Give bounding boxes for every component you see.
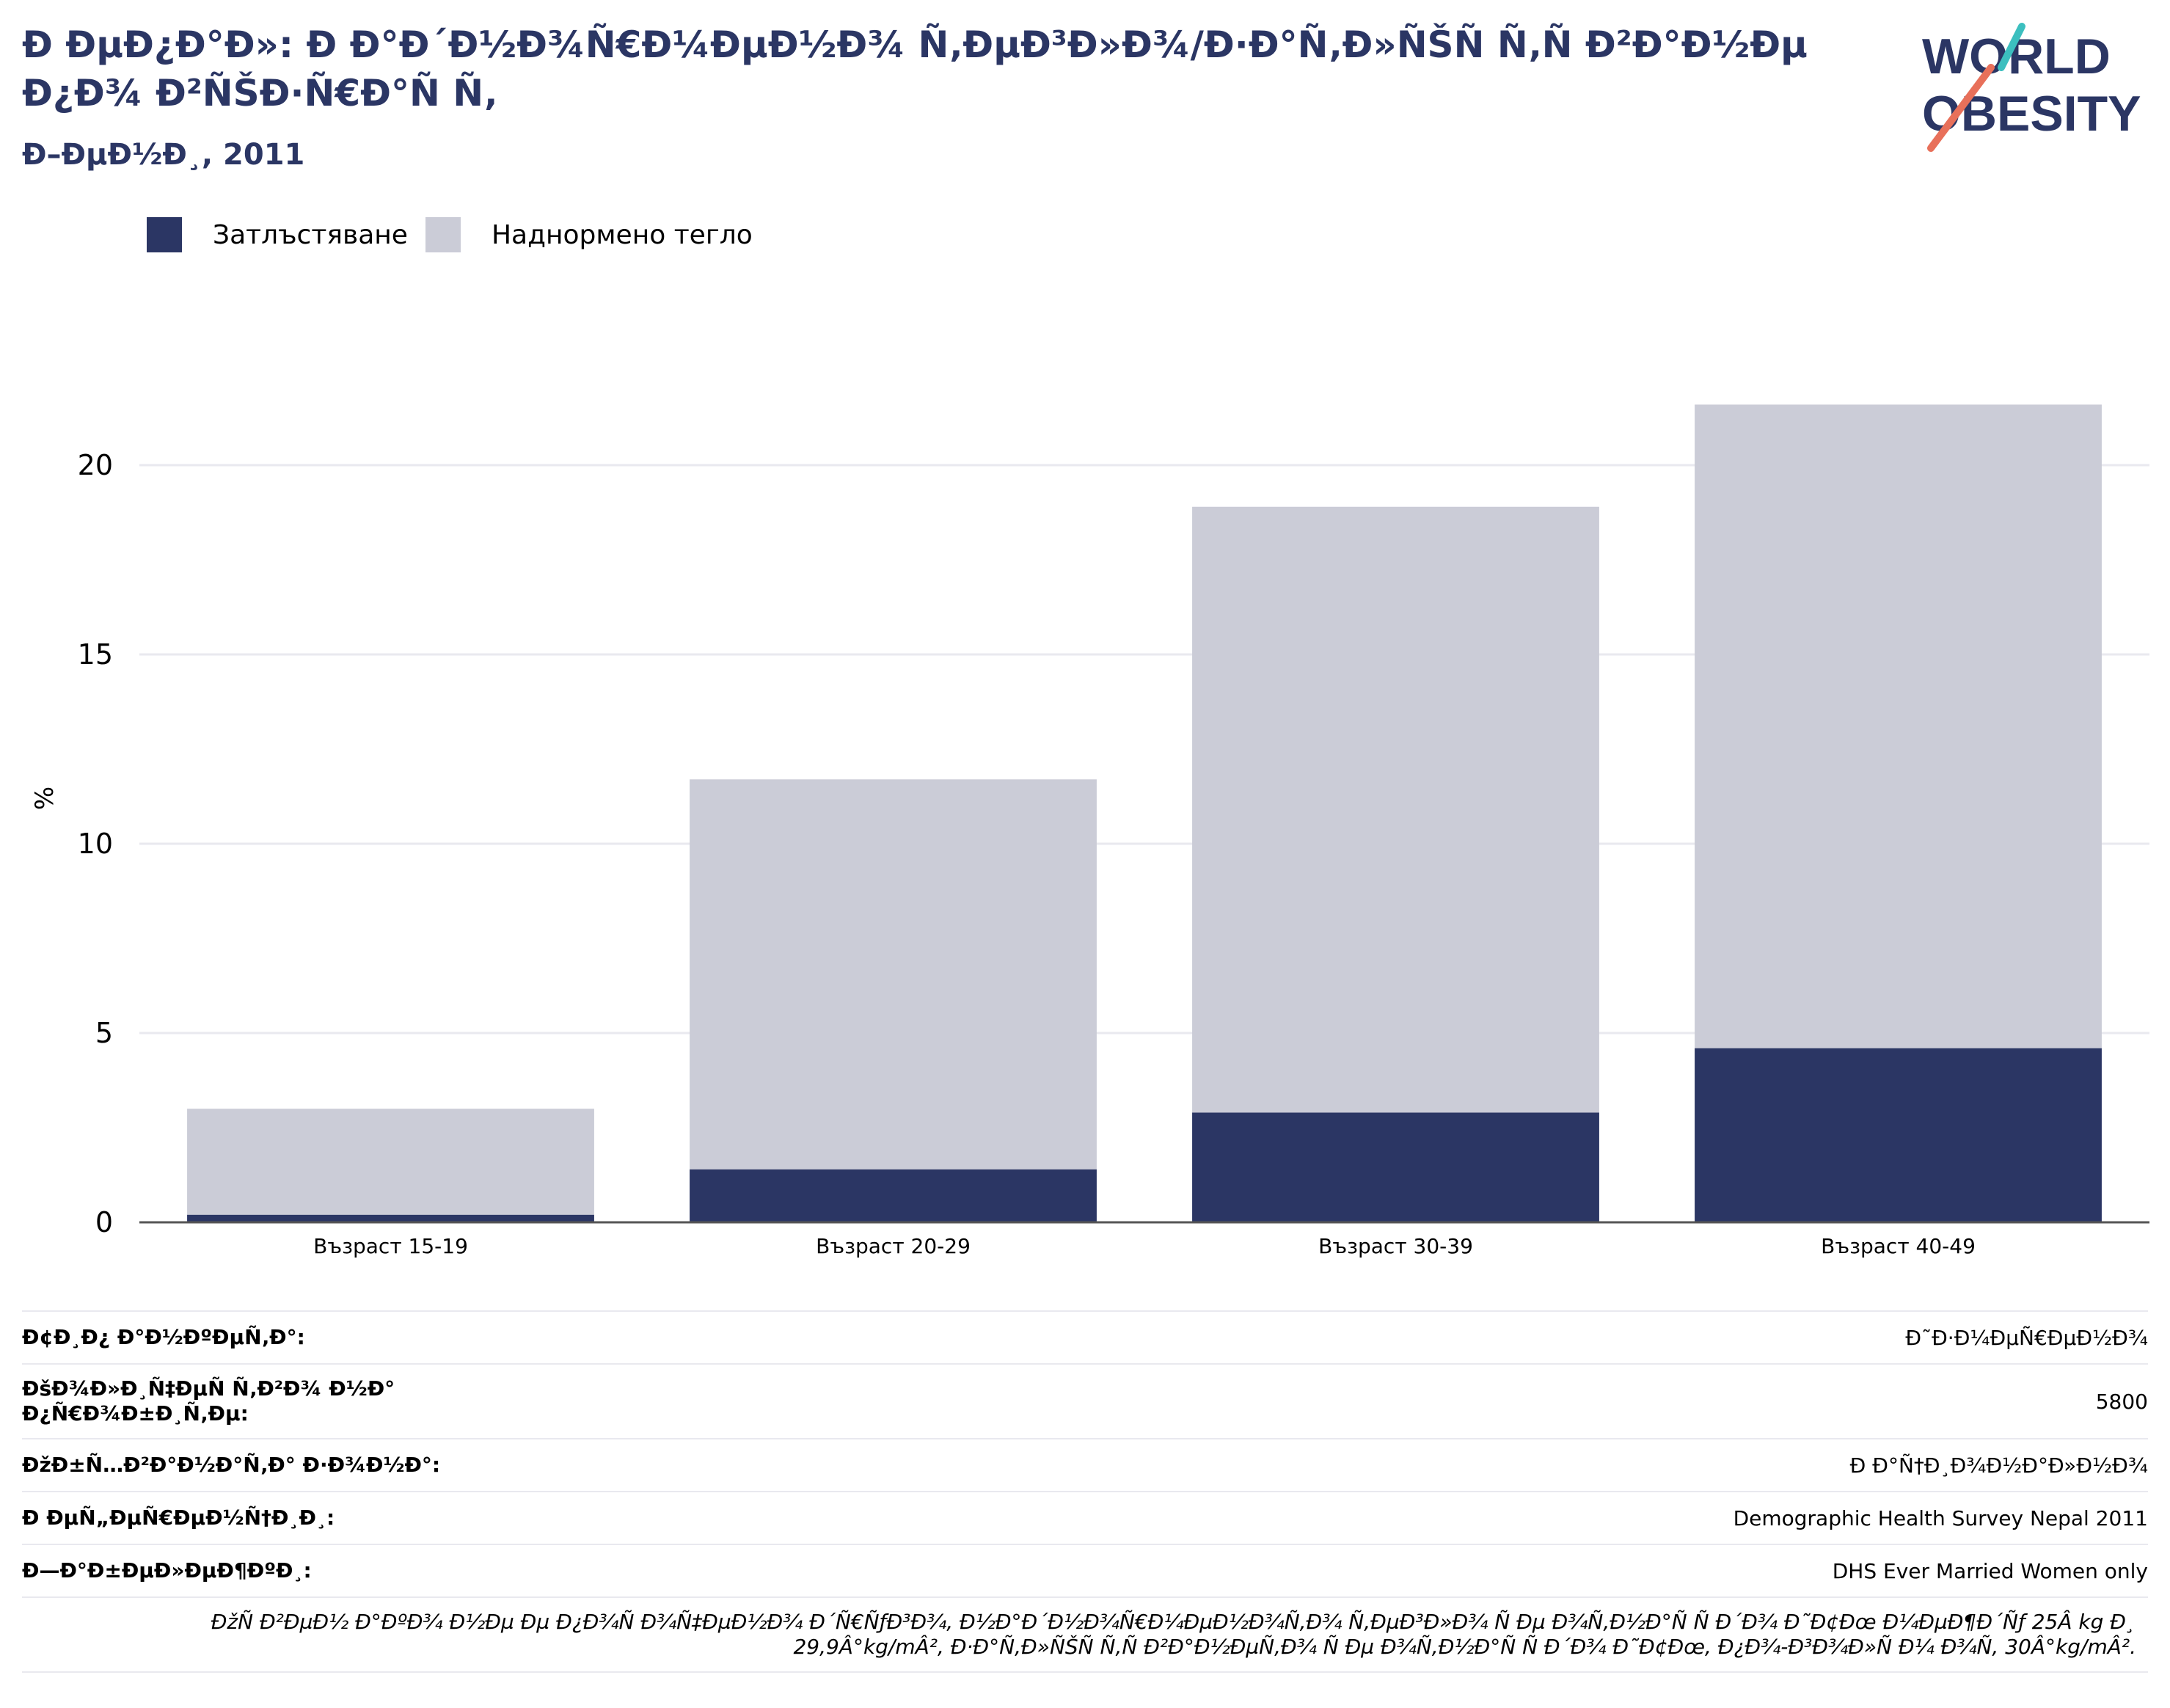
legend-label-obesity: Затлъстяване [213, 219, 408, 250]
bar-chart: 0 5 10 15 20% Възраст 15-19 Възраст 20-29 Възра… [30, 404, 2149, 1258]
legend-label-overweight: Наднормено тегло [491, 219, 753, 250]
meta-row-notes: Ð—Ð°Ð±ÐµÐ»ÐµÐ¶ÐºÐ¸: DHS Ever Married Wom… [22, 1544, 2148, 1596]
chart-legend: Затлъстяване Наднормено тегло [147, 217, 770, 252]
meta-label-notes: Ð—Ð°Ð±ÐµÐ»ÐµÐ¶ÐºÐ¸: [22, 1558, 312, 1583]
meta-value-notes: DHS Ever Married Women only [1832, 1558, 2148, 1583]
bar-obesity-4 [1695, 1048, 2102, 1222]
meta-row-sample-size: ÐšÐ¾Ð»Ð¸Ñ‡ÐµÑ Ñ‚Ð²Ð¾ Ð½Ð° Ð¿Ñ€Ð¾Ð±Ð¸Ñ‚Ðµ… [22, 1363, 2148, 1438]
legend-item-overweight[interactable]: Наднормено тегло [425, 217, 753, 252]
y-axis-label: % [30, 787, 59, 810]
metadata-table: Ð¢Ð¸Ð¿ Ð°Ð½ÐºÐµÑ‚Ð°: Ð˜Ð·Ð¼ÐµÑ€ÐµÐ½Ð¾ Ðš… [22, 1310, 2148, 1673]
definition-note: ÐžÑ Ð²ÐµÐ½ Ð°ÐºÐ¾ Ð½Ðµ Ðµ Ð¿Ð¾Ñ Ð¾Ñ‡ÐµÐ½… [22, 1596, 2148, 1673]
meta-row-coverage: ÐžÐ±Ñ…Ð²Ð°Ð½Ð°Ñ‚Ð° Ð·Ð¾Ð½Ð°: Ð Ð°Ñ†Ð¸Ð¾Ð… [22, 1438, 2148, 1491]
chart-title: Ð ÐµÐ¿Ð°Ð»: Ð Ð°Ð´Ð½Ð¾Ñ€Ð¼ÐµÐ½Ð¾ Ñ‚ÐµÐ³Ð… [22, 23, 1808, 114]
meta-label-sample-size: ÐšÐ¾Ð»Ð¸Ñ‡ÐµÑ Ñ‚Ð²Ð¾ Ð½Ð° Ð¿Ñ€Ð¾Ð±Ð¸Ñ‚Ðµ… [22, 1376, 395, 1426]
x-tick-label-2: Възраст 20-29 [816, 1234, 971, 1258]
meta-value-sample-size: 5800 [2095, 1389, 2148, 1414]
chart-subtitle: Ð–ÐµÐ½Ð¸, 2011 [22, 138, 305, 172]
meta-row-references: Ð ÐµÑ„ÐµÑ€ÐµÐ½Ñ†Ð¸Ð¸: Demographic Health… [22, 1491, 2148, 1544]
world-obesity-logo: WORLD OBESITY [1922, 23, 2141, 152]
x-tick-label-4: Възраст 40-49 [1821, 1234, 1976, 1258]
y-tick-label-20: 20 [78, 449, 113, 481]
bar-overweight-2 [690, 779, 1097, 1169]
meta-label-survey-type: Ð¢Ð¸Ð¿ Ð°Ð½ÐºÐµÑ‚Ð°: [22, 1325, 305, 1349]
bar-overweight-4 [1695, 404, 2102, 1048]
meta-row-survey-type: Ð¢Ð¸Ð¿ Ð°Ð½ÐºÐµÑ‚Ð°: Ð˜Ð·Ð¼ÐµÑ€ÐµÐ½Ð¾ [22, 1310, 2148, 1363]
meta-value-survey-type: Ð˜Ð·Ð¼ÐµÑ€ÐµÐ½Ð¾ [1905, 1325, 2148, 1350]
y-tick-label-5: 5 [95, 1017, 113, 1049]
bar-obesity-2 [690, 1169, 1097, 1222]
legend-swatch-overweight [425, 217, 461, 252]
y-tick-label-0: 0 [95, 1206, 113, 1238]
y-tick-label-10: 10 [78, 828, 113, 860]
meta-label-coverage: ÐžÐ±Ñ…Ð²Ð°Ð½Ð°Ñ‚Ð° Ð·Ð¾Ð½Ð°: [22, 1453, 441, 1477]
bar-overweight-3 [1192, 506, 1599, 1113]
x-tick-label-3: Възраст 30-39 [1318, 1234, 1473, 1258]
y-tick-label-15: 15 [78, 638, 113, 671]
bar-obesity-1 [187, 1214, 594, 1222]
meta-value-coverage: Ð Ð°Ñ†Ð¸Ð¾Ð½Ð°Ð»Ð½Ð¾ [1849, 1453, 2148, 1478]
legend-swatch-obesity [147, 217, 182, 252]
logo-slash-teal [1998, 23, 2025, 71]
legend-item-obesity[interactable]: Затлъстяване [147, 217, 408, 252]
x-tick-label-1: Възраст 15-19 [313, 1234, 468, 1258]
logo-slash-coral [1927, 64, 1995, 152]
meta-value-references: Demographic Health Survey Nepal 2011 [1733, 1506, 2148, 1530]
meta-label-references: Ð ÐµÑ„ÐµÑ€ÐµÐ½Ñ†Ð¸Ð¸: [22, 1506, 335, 1530]
bar-overweight-1 [187, 1109, 594, 1215]
bar-obesity-3 [1192, 1112, 1599, 1222]
